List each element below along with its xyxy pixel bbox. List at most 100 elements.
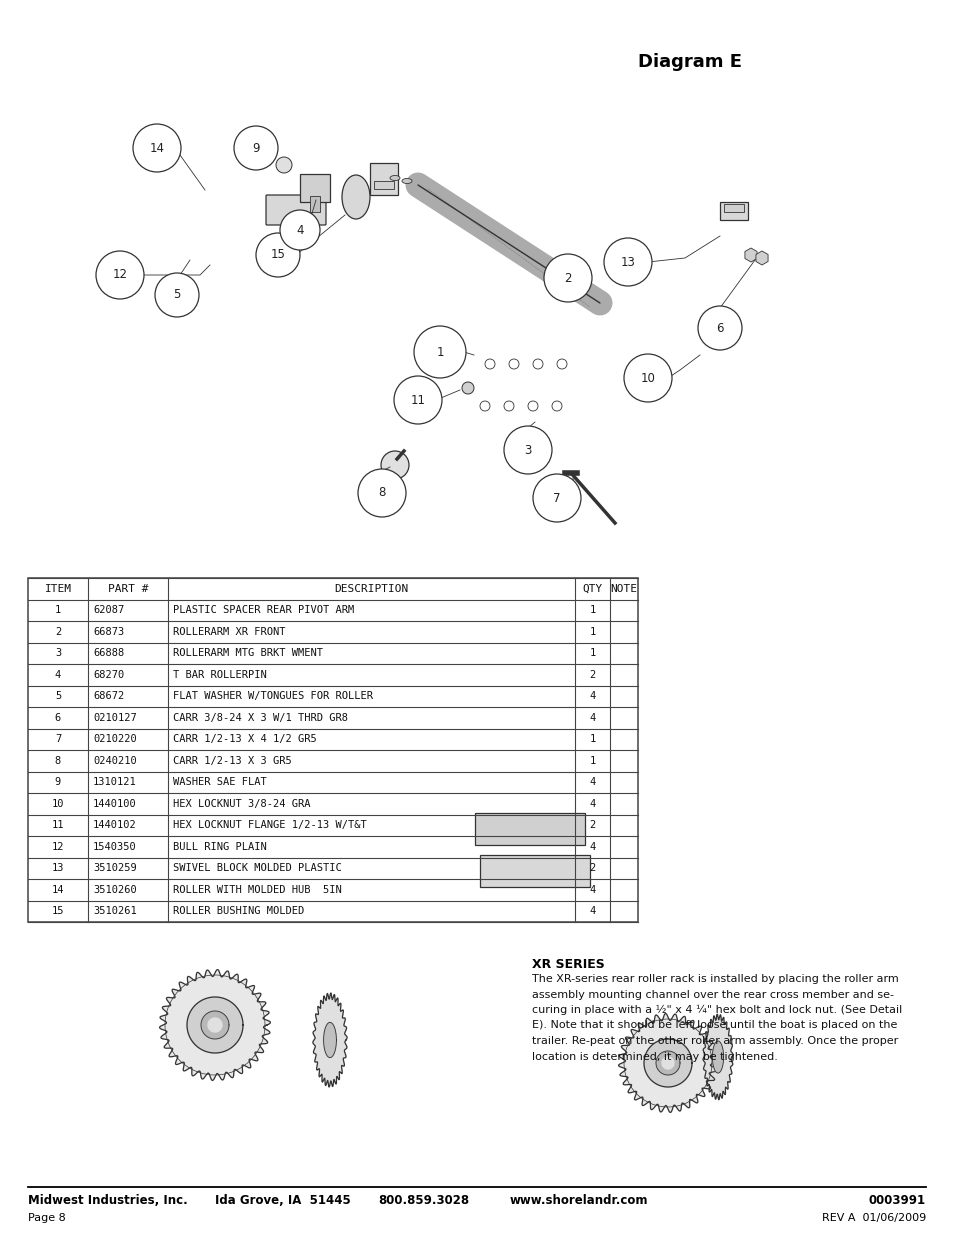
Text: 1440102: 1440102 xyxy=(92,820,136,830)
Text: 3: 3 xyxy=(524,443,531,457)
Text: 1310121: 1310121 xyxy=(92,777,136,787)
Text: 11: 11 xyxy=(51,820,64,830)
Text: Page 8: Page 8 xyxy=(28,1213,66,1223)
Circle shape xyxy=(484,359,495,369)
Text: SWIVEL BLOCK MOLDED PLASTIC: SWIVEL BLOCK MOLDED PLASTIC xyxy=(172,863,341,873)
Text: REV A  01/06/2009: REV A 01/06/2009 xyxy=(821,1213,925,1223)
Polygon shape xyxy=(661,1057,673,1070)
Text: HEX LOCKNUT FLANGE 1/2-13 W/T&T: HEX LOCKNUT FLANGE 1/2-13 W/T&T xyxy=(172,820,366,830)
Text: ROLLERARM XR FRONT: ROLLERARM XR FRONT xyxy=(172,626,285,637)
Bar xyxy=(374,182,394,189)
Text: Ida Grove, IA  51445: Ida Grove, IA 51445 xyxy=(214,1193,351,1207)
Circle shape xyxy=(461,382,474,394)
Circle shape xyxy=(380,451,409,479)
Text: 66888: 66888 xyxy=(92,648,124,658)
Text: QTY: QTY xyxy=(581,584,602,594)
Bar xyxy=(310,196,319,212)
Ellipse shape xyxy=(401,179,412,184)
Polygon shape xyxy=(656,1051,679,1074)
Text: DESCRIPTION: DESCRIPTION xyxy=(334,584,408,594)
Polygon shape xyxy=(618,1014,717,1113)
Text: 66873: 66873 xyxy=(92,626,124,637)
Text: 4: 4 xyxy=(589,906,595,916)
Circle shape xyxy=(698,306,741,350)
Text: 1: 1 xyxy=(589,648,595,658)
Text: CARR 1/2-13 X 4 1/2 GR5: CARR 1/2-13 X 4 1/2 GR5 xyxy=(172,735,316,745)
Text: The XR-series rear roller rack is installed by placing the roller arm: The XR-series rear roller rack is instal… xyxy=(532,974,898,984)
Circle shape xyxy=(132,124,181,172)
Text: 1: 1 xyxy=(589,756,595,766)
Circle shape xyxy=(96,251,144,299)
Text: 4: 4 xyxy=(589,713,595,722)
Text: 4: 4 xyxy=(296,224,303,236)
Text: 13: 13 xyxy=(51,863,64,873)
Circle shape xyxy=(552,401,561,411)
Text: HEX LOCKNUT 3/8-24 GRA: HEX LOCKNUT 3/8-24 GRA xyxy=(172,799,310,809)
Polygon shape xyxy=(475,813,584,845)
Text: E). Note that it should be left loose until the boat is placed on the: E). Note that it should be left loose un… xyxy=(532,1020,897,1030)
Text: ROLLER BUSHING MOLDED: ROLLER BUSHING MOLDED xyxy=(172,906,304,916)
Text: 4: 4 xyxy=(589,777,595,787)
Text: 13: 13 xyxy=(619,256,635,268)
Circle shape xyxy=(543,254,592,303)
Text: 14: 14 xyxy=(51,884,64,894)
Text: 1540350: 1540350 xyxy=(92,842,136,852)
Text: 0210220: 0210220 xyxy=(92,735,136,745)
Text: FLAT WASHER W/TONGUES FOR ROLLER: FLAT WASHER W/TONGUES FOR ROLLER xyxy=(172,692,373,701)
Text: WASHER SAE FLAT: WASHER SAE FLAT xyxy=(172,777,267,787)
Circle shape xyxy=(233,126,277,170)
Text: ROLLER WITH MOLDED HUB  5IN: ROLLER WITH MOLDED HUB 5IN xyxy=(172,884,341,894)
Polygon shape xyxy=(712,1041,722,1073)
Text: 4: 4 xyxy=(589,842,595,852)
Ellipse shape xyxy=(390,175,399,180)
Text: 68270: 68270 xyxy=(92,669,124,679)
Text: PART #: PART # xyxy=(108,584,148,594)
Text: 3510261: 3510261 xyxy=(92,906,136,916)
Circle shape xyxy=(479,401,490,411)
Polygon shape xyxy=(479,855,589,887)
Circle shape xyxy=(603,238,651,287)
Polygon shape xyxy=(201,1011,229,1039)
Circle shape xyxy=(623,354,671,403)
Text: Midwest Industries, Inc.: Midwest Industries, Inc. xyxy=(28,1193,188,1207)
Text: 8: 8 xyxy=(378,487,385,499)
Text: 7: 7 xyxy=(553,492,560,505)
Circle shape xyxy=(357,469,406,517)
Text: 6: 6 xyxy=(716,321,723,335)
Circle shape xyxy=(394,375,441,424)
Text: www.shorelandr.com: www.shorelandr.com xyxy=(510,1193,648,1207)
Text: 2: 2 xyxy=(589,863,595,873)
Text: BULL RING PLAIN: BULL RING PLAIN xyxy=(172,842,267,852)
Text: 62087: 62087 xyxy=(92,605,124,615)
Text: 2: 2 xyxy=(589,820,595,830)
Text: 6: 6 xyxy=(55,713,61,722)
Circle shape xyxy=(509,359,518,369)
Text: 1440100: 1440100 xyxy=(92,799,136,809)
Text: 10: 10 xyxy=(639,372,655,384)
Text: 1: 1 xyxy=(436,346,443,358)
Text: 800.859.3028: 800.859.3028 xyxy=(377,1193,469,1207)
Circle shape xyxy=(557,359,566,369)
Text: location is determined, it may be tightened.: location is determined, it may be tighte… xyxy=(532,1051,777,1062)
Polygon shape xyxy=(702,1014,732,1099)
Text: curing in place with a ½" x 4 ¼" hex bolt and lock nut. (See Detail: curing in place with a ½" x 4 ¼" hex bol… xyxy=(532,1005,902,1015)
Bar xyxy=(370,163,397,195)
Text: 12: 12 xyxy=(51,842,64,852)
Text: 1: 1 xyxy=(589,605,595,615)
Circle shape xyxy=(533,474,580,522)
Text: 1: 1 xyxy=(589,626,595,637)
FancyBboxPatch shape xyxy=(266,195,326,225)
Circle shape xyxy=(255,233,299,277)
Text: 1: 1 xyxy=(55,605,61,615)
Polygon shape xyxy=(159,969,270,1081)
Text: 9: 9 xyxy=(252,142,259,154)
Text: PLASTIC SPACER REAR PIVOT ARM: PLASTIC SPACER REAR PIVOT ARM xyxy=(172,605,354,615)
Polygon shape xyxy=(323,1023,336,1057)
Text: 0240210: 0240210 xyxy=(92,756,136,766)
Polygon shape xyxy=(643,1039,691,1087)
Text: 2: 2 xyxy=(55,626,61,637)
Text: 7: 7 xyxy=(55,735,61,745)
Text: 68672: 68672 xyxy=(92,692,124,701)
Text: 9: 9 xyxy=(55,777,61,787)
Text: 15: 15 xyxy=(51,906,64,916)
